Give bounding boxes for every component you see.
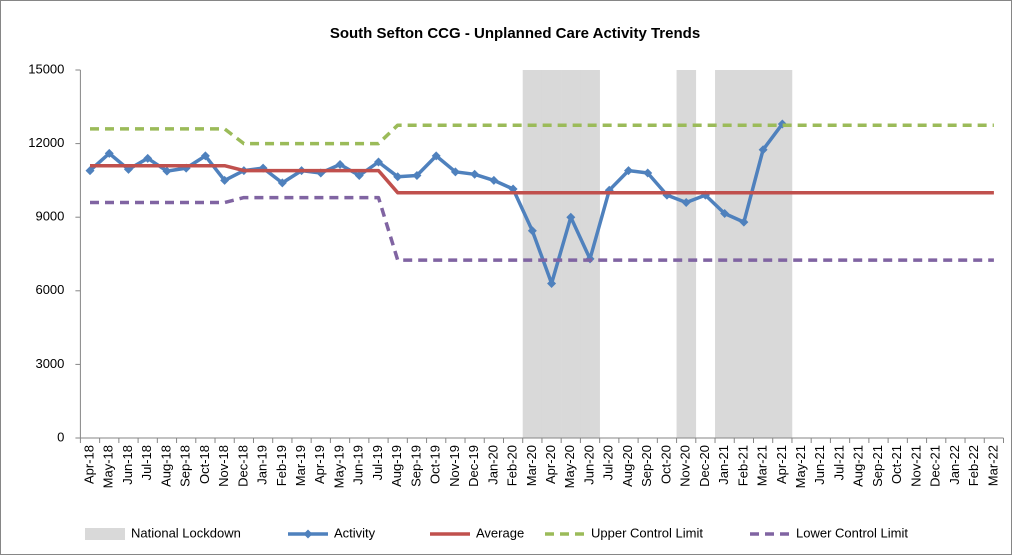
x-tick-label: Oct-20: [658, 445, 673, 484]
series-marker: [527, 226, 537, 236]
x-tick-label: Sep-21: [870, 445, 885, 487]
lockdown-bar: [561, 70, 581, 438]
series-marker: [373, 157, 383, 167]
x-tick-label: Jan-22: [947, 445, 962, 485]
legend-label: Average: [476, 525, 524, 540]
y-tick-label: 6000: [35, 282, 64, 297]
x-tick-label: Oct-18: [197, 445, 212, 484]
x-tick-label: Dec-21: [928, 445, 943, 487]
x-tick-label: Mar-20: [524, 445, 539, 486]
x-tick-label: Mar-21: [755, 445, 770, 486]
series-marker: [566, 212, 576, 222]
lockdown-bar: [522, 70, 543, 438]
series-marker: [277, 178, 287, 188]
series-marker: [104, 148, 114, 158]
lockdown-bar: [772, 70, 793, 438]
series-marker: [85, 166, 95, 176]
series-line: [90, 163, 994, 195]
legend-label: Activity: [334, 525, 376, 540]
x-tick-label: Feb-20: [505, 445, 520, 486]
x-tick-label: Mar-19: [293, 445, 308, 486]
chart-title: South Sefton CCG - Unplanned Care Activi…: [330, 25, 700, 42]
series-line: [90, 123, 994, 146]
x-tick-label: Feb-21: [735, 445, 750, 486]
series-marker: [643, 168, 653, 178]
series-marker: [489, 175, 499, 185]
x-tick-label: Jul-18: [139, 445, 154, 480]
legend-label: Lower Control Limit: [796, 525, 908, 540]
x-tick-label: Jun-20: [581, 445, 596, 485]
series-marker: [623, 166, 633, 176]
x-tick-label: May-19: [331, 445, 346, 488]
x-tick-label: Sep-20: [639, 445, 654, 487]
series-marker: [354, 170, 364, 180]
y-tick-label: 12000: [28, 135, 64, 150]
legend-label: Upper Control Limit: [591, 525, 703, 540]
series-marker: [450, 167, 460, 177]
legend-label: National Lockdown: [131, 525, 241, 540]
x-tick-label: Dec-20: [697, 445, 712, 487]
y-tick-label: 9000: [35, 209, 64, 224]
x-tick-label: Feb-19: [274, 445, 289, 486]
x-tick-label: Jun-19: [351, 445, 366, 485]
series-marker: [162, 166, 172, 176]
x-tick-label: Oct-19: [428, 445, 443, 484]
x-tick-label: Jun-21: [812, 445, 827, 485]
x-tick-label: May-21: [793, 445, 808, 488]
x-tick-label: Nov-18: [216, 445, 231, 487]
x-tick-label: May-18: [101, 445, 116, 488]
series-marker: [470, 169, 480, 179]
x-tick-label: May-20: [562, 445, 577, 488]
x-tick-label: Dec-19: [466, 445, 481, 487]
x-tick-label: Dec-18: [235, 445, 250, 487]
x-tick-label: Apr-18: [81, 445, 96, 484]
series-marker: [393, 172, 403, 182]
series-marker: [758, 145, 768, 155]
x-tick-label: Jul-20: [601, 445, 616, 480]
x-tick-label: Aug-21: [851, 445, 866, 487]
series-marker: [412, 170, 422, 180]
x-tick-label: Sep-19: [408, 445, 423, 487]
x-tick-label: Aug-19: [389, 445, 404, 487]
x-tick-label: Mar-22: [985, 445, 1000, 486]
x-tick-label: Sep-18: [178, 445, 193, 487]
x-tick-label: Apr-19: [312, 445, 327, 484]
lockdown-bar: [715, 70, 735, 438]
x-tick-label: Apr-20: [543, 445, 558, 484]
series-marker: [143, 153, 153, 163]
x-tick-label: Jul-21: [831, 445, 846, 480]
series-marker: [200, 151, 210, 161]
series-marker: [739, 217, 749, 227]
x-tick-label: Aug-18: [158, 445, 173, 487]
x-tick-label: Jan-21: [716, 445, 731, 485]
series-marker: [547, 278, 557, 288]
legend-swatch: [85, 528, 125, 540]
x-tick-label: Jun-18: [120, 445, 135, 485]
x-tick-label: Nov-21: [908, 445, 923, 487]
y-tick-label: 3000: [35, 356, 64, 371]
lockdown-bar: [734, 70, 754, 438]
series-marker: [220, 175, 230, 185]
x-tick-label: Oct-21: [889, 445, 904, 484]
x-tick-label: Aug-20: [620, 445, 635, 487]
x-tick-label: Jan-20: [485, 445, 500, 485]
x-tick-label: Jan-19: [255, 445, 270, 485]
x-tick-label: Feb-22: [966, 445, 981, 486]
y-tick-label: 15000: [28, 61, 64, 76]
x-tick-label: Nov-20: [678, 445, 693, 487]
x-tick-label: Nov-19: [447, 445, 462, 487]
x-tick-label: Apr-21: [774, 445, 789, 484]
series-marker: [431, 151, 441, 161]
y-tick-label: 0: [57, 429, 64, 444]
lockdown-bar: [676, 70, 697, 438]
series-line: [90, 195, 994, 262]
x-tick-label: Jul-19: [370, 445, 385, 480]
legend-marker: [303, 529, 313, 539]
series-marker: [335, 159, 345, 169]
series-marker: [720, 209, 730, 219]
lockdown-bar: [541, 70, 562, 438]
series-marker: [681, 197, 691, 207]
